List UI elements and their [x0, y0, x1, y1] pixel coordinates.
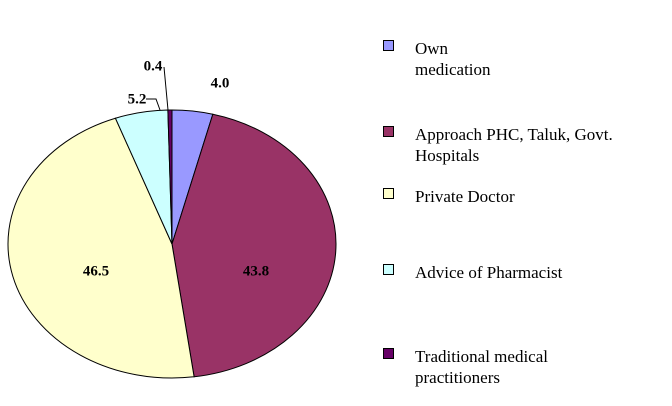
legend-swatch — [383, 188, 394, 199]
leader-line — [163, 66, 169, 111]
data-label: 5.2 — [128, 91, 147, 107]
legend-swatch — [383, 126, 394, 137]
legend-label: Advice of Pharmacist — [415, 263, 563, 282]
data-label: 43.8 — [243, 263, 269, 279]
legend-label: Approach PHC, Taluk, Govt. Hospitals — [415, 125, 613, 165]
legend-item: Advice of Pharmacist — [383, 262, 562, 283]
legend-item: Own medication — [383, 38, 525, 80]
leader-line — [146, 98, 161, 111]
legend-swatch — [383, 348, 394, 359]
data-label: 4.0 — [211, 75, 230, 91]
legend-label: Private Doctor — [415, 187, 515, 206]
pie-slice — [7, 117, 195, 379]
legend-swatch — [383, 264, 394, 275]
legend-item: Private Doctor — [383, 186, 515, 207]
legend-item: Approach PHC, Taluk, Govt. Hospitals — [383, 124, 665, 166]
data-label: 0.4 — [144, 58, 163, 74]
legend-swatch — [383, 40, 394, 51]
legend-label: Traditional medical practitioners — [415, 347, 548, 387]
data-label: 46.5 — [83, 263, 109, 279]
pie-slice — [171, 113, 337, 378]
legend-label: Own medication — [415, 39, 491, 79]
legend-item: Traditional medical practitioners — [383, 346, 595, 388]
pie-slice — [167, 109, 173, 245]
